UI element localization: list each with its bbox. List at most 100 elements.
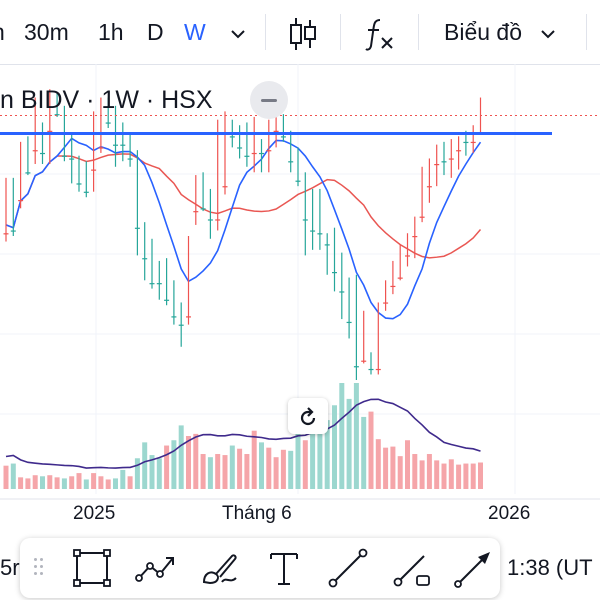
interval-0[interactable]: n: [0, 0, 5, 64]
drag-handle[interactable]: [34, 558, 44, 578]
candle: [251, 116, 257, 173]
candle: [10, 177, 16, 236]
chart-type-dropdown[interactable]: Biểu đồ: [444, 0, 558, 64]
volume-bar: [470, 463, 476, 489]
interval-dropdown[interactable]: [228, 0, 248, 64]
interval-2[interactable]: 1h: [98, 19, 124, 45]
candle-body: [207, 219, 213, 221]
path-tool[interactable]: [134, 546, 178, 590]
candlestick-icon: [290, 17, 316, 50]
rectangle-tool[interactable]: [70, 546, 114, 590]
price-chart[interactable]: [0, 64, 600, 540]
symbol-title: n BIDV · 1W · HSX: [0, 86, 213, 114]
candle: [448, 139, 454, 178]
volume-bar: [3, 465, 9, 489]
candle-body: [244, 155, 250, 157]
volume-average-line: [5, 398, 481, 469]
volume-bar: [441, 463, 447, 489]
candle-body: [149, 283, 155, 285]
volume-bar: [69, 476, 75, 489]
candle-body: [215, 219, 221, 221]
candle-body: [448, 158, 454, 160]
volume-bar: [25, 478, 31, 489]
volume-bar: [302, 440, 308, 489]
indicators-button[interactable]: [364, 0, 396, 64]
candle-body: [339, 291, 345, 293]
interval-3[interactable]: D: [147, 19, 164, 45]
symbol-legend[interactable]: n BIDV · 1W · HSX: [0, 80, 213, 120]
candle: [419, 166, 425, 223]
interval-4[interactable]: W: [184, 19, 206, 45]
candle: [266, 119, 272, 173]
candle: [383, 280, 389, 311]
volume-bar: [405, 440, 410, 489]
candle-body: [463, 141, 469, 144]
candle: [25, 136, 31, 176]
fx-icon: [365, 18, 393, 51]
interval-1[interactable]: 30m: [24, 19, 69, 45]
volume-bar: [339, 383, 345, 489]
volume-bar: [32, 475, 38, 489]
brush-tool[interactable]: [198, 546, 242, 590]
volume-bar: [178, 425, 184, 489]
volume-bar: [222, 455, 228, 489]
chart-style-button[interactable]: [286, 0, 320, 64]
trend-line-tool[interactable]: [326, 546, 370, 590]
candle: [32, 97, 38, 164]
drawing-toolbar: [20, 538, 500, 598]
reset-chart-button[interactable]: [288, 398, 328, 434]
arrow-tool[interactable]: [452, 546, 496, 590]
candle: [222, 111, 228, 195]
candle: [200, 172, 206, 212]
candle: [441, 141, 447, 176]
volume-bar: [156, 458, 162, 489]
candle-body: [229, 136, 235, 138]
volume-bar: [215, 454, 221, 489]
candle: [324, 233, 330, 275]
candle-body: [3, 233, 9, 235]
candle-body: [324, 244, 330, 246]
ma-short-line: [5, 137, 482, 320]
volume-bar: [149, 455, 155, 489]
candle: [3, 177, 9, 242]
candle: [98, 97, 104, 153]
candle-body: [113, 144, 118, 146]
ray-icon: [393, 555, 430, 587]
legend-collapse-button[interactable]: [250, 81, 288, 119]
volume-bar: [390, 446, 396, 489]
volume-bar: [456, 464, 462, 489]
volume-bar: [280, 449, 286, 489]
toolbar-divider: [340, 14, 341, 50]
candle-body: [105, 122, 111, 124]
ray-tool[interactable]: [390, 546, 434, 590]
candle: [164, 258, 170, 306]
candle: [280, 114, 286, 142]
volume-bar: [200, 454, 206, 489]
volume-bar: [288, 450, 294, 489]
candle: [76, 155, 82, 192]
candle-body: [61, 155, 67, 157]
candle-body: [83, 191, 89, 193]
volume-bar: [412, 454, 418, 489]
candle: [332, 227, 337, 292]
candle: [470, 125, 476, 153]
toolbar-divider: [418, 14, 419, 50]
candle-body: [353, 366, 359, 368]
candle: [302, 172, 308, 256]
candle-body: [368, 368, 374, 371]
candle-body: [332, 272, 337, 274]
volume-bar: [397, 456, 403, 489]
candle: [361, 310, 367, 364]
candle: [310, 188, 316, 250]
candle: [244, 122, 250, 167]
time-axis-label: 2026: [488, 503, 531, 524]
candle: [346, 277, 352, 339]
text-tool[interactable]: [262, 546, 306, 590]
candle-body: [288, 161, 294, 163]
candle-body: [390, 285, 396, 288]
candle-body: [178, 324, 184, 326]
volume-bar: [207, 457, 213, 489]
volume-bar: [134, 458, 140, 489]
minus-icon: [261, 99, 277, 102]
rectangle-icon: [73, 549, 111, 587]
